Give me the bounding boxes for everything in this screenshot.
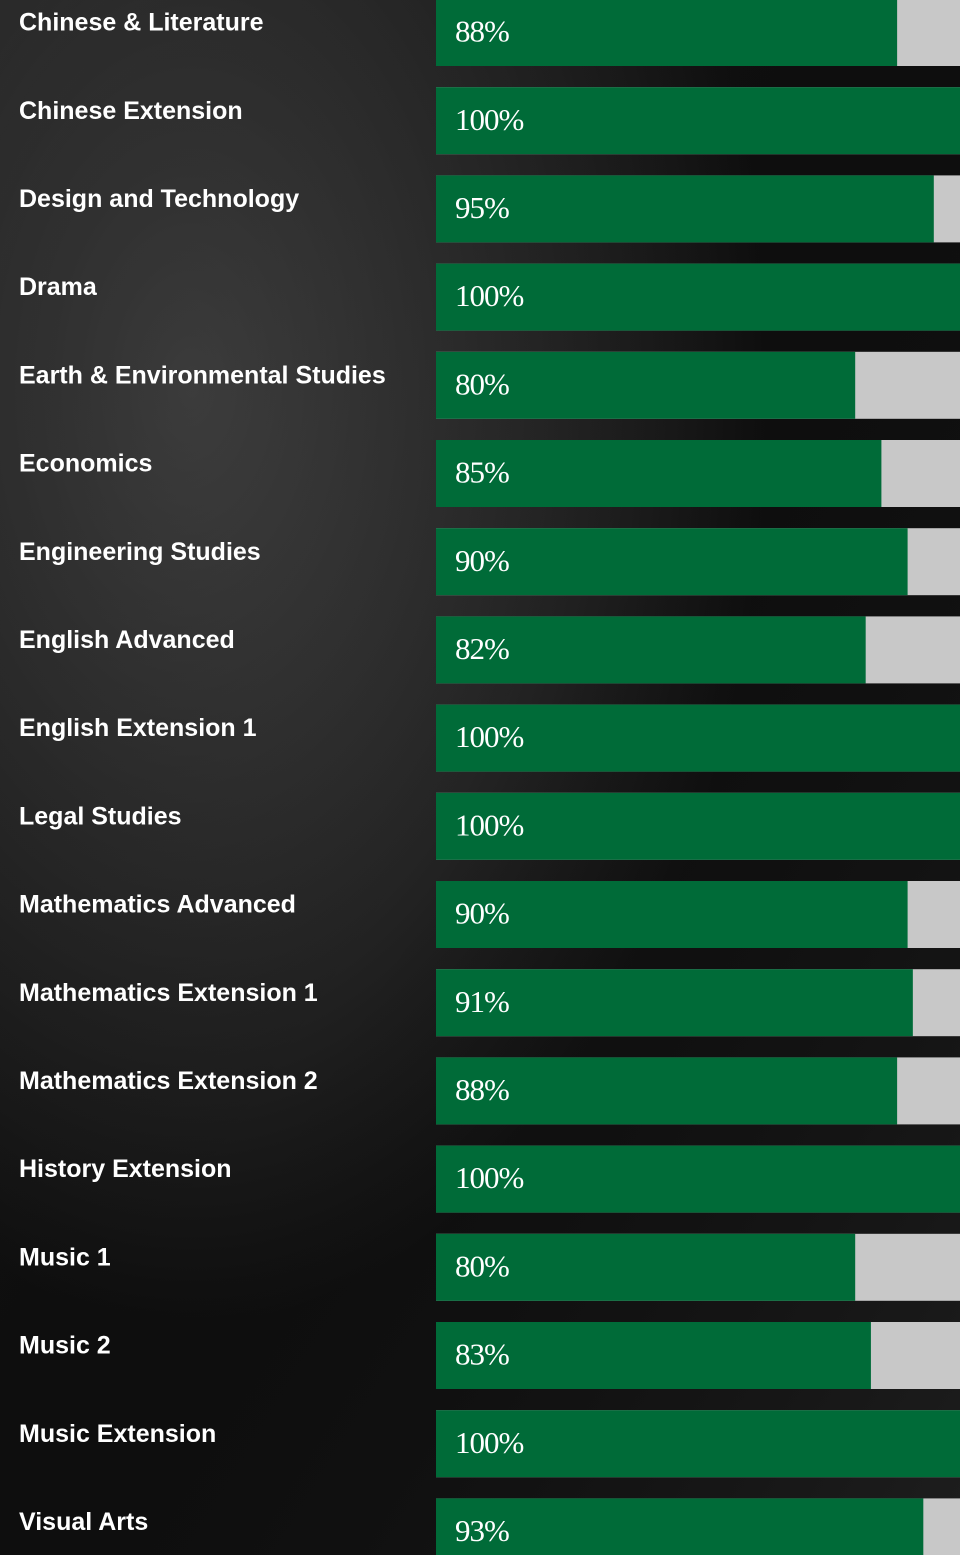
category-label: Music Extension [19, 1420, 216, 1448]
bar [436, 881, 908, 948]
bar [436, 175, 934, 243]
bar [436, 1233, 856, 1301]
category-label: Chinese Extension [19, 97, 243, 125]
bar [436, 1498, 924, 1555]
category-label: Mathematics Extension 1 [19, 979, 318, 1007]
bar [436, 440, 882, 507]
value-label: 100% [455, 102, 524, 137]
category-label: Earth & Environmental Studies [19, 361, 386, 389]
category-label: Legal Studies [19, 802, 182, 830]
value-label: 100% [455, 1425, 524, 1460]
value-label: 91% [455, 984, 509, 1019]
category-label: Engineering Studies [19, 538, 261, 566]
category-label: Chinese & Literature [19, 9, 264, 37]
value-label: 90% [455, 896, 509, 931]
category-label: English Extension 1 [19, 714, 257, 742]
category-label: Visual Arts [19, 1508, 148, 1536]
category-label: History Extension [19, 1155, 232, 1183]
bar [436, 1057, 898, 1125]
value-label: 95% [455, 190, 509, 225]
bar [436, 263, 960, 331]
value-label: 80% [455, 1248, 509, 1283]
bar [436, 351, 856, 419]
bar [436, 1410, 960, 1478]
bar [436, 969, 913, 1037]
category-label: Mathematics Advanced [19, 891, 296, 919]
bar [436, 1145, 960, 1213]
value-label: 100% [455, 278, 524, 313]
bar [436, 87, 960, 155]
value-label: 90% [455, 543, 509, 578]
bar [436, 792, 960, 860]
category-label: Drama [19, 273, 98, 301]
value-label: 100% [455, 1160, 524, 1195]
category-label: Music 1 [19, 1243, 111, 1271]
value-label: 100% [455, 719, 524, 754]
value-label: 93% [455, 1513, 509, 1548]
bar [436, 1322, 871, 1389]
bar [436, 0, 898, 66]
bar [436, 528, 908, 596]
category-label: Music 2 [19, 1332, 111, 1360]
bar [436, 704, 960, 772]
value-label: 88% [455, 14, 509, 49]
value-label: 80% [455, 366, 509, 401]
value-label: 100% [455, 807, 524, 842]
value-label: 85% [455, 455, 509, 490]
category-label: English Advanced [19, 626, 235, 654]
category-label: Economics [19, 450, 152, 478]
category-label: Design and Technology [19, 185, 299, 213]
category-label: Mathematics Extension 2 [19, 1067, 318, 1095]
value-label: 88% [455, 1072, 509, 1107]
bar [436, 616, 866, 684]
value-label: 82% [455, 631, 509, 666]
value-label: 83% [455, 1337, 509, 1372]
